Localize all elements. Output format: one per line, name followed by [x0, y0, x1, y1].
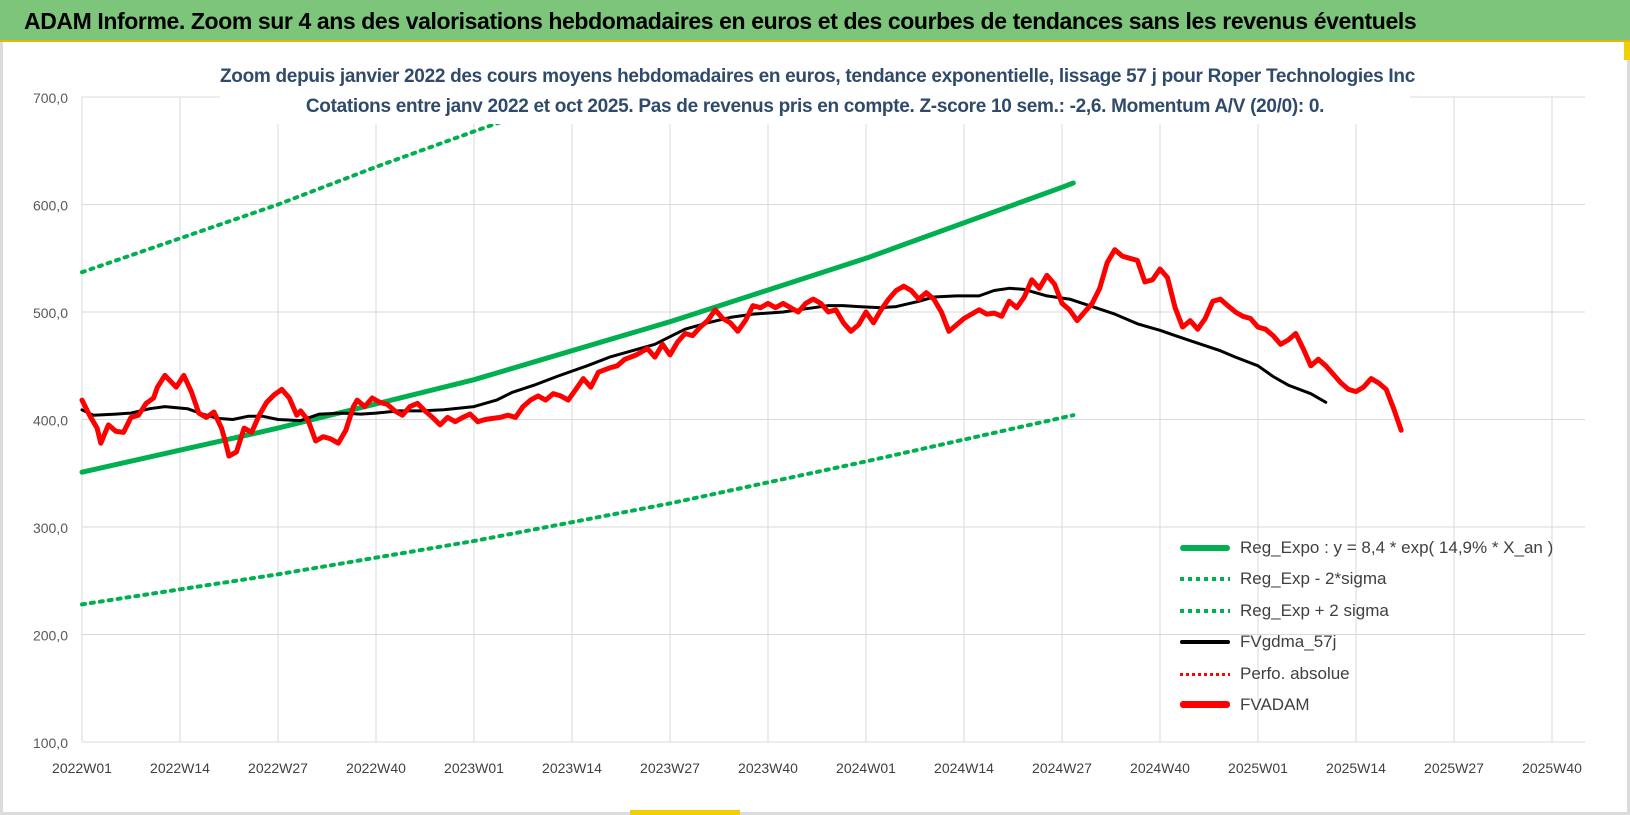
legend-swatch-fvadam	[1180, 700, 1230, 710]
series-layer	[79, 95, 1404, 607]
legend-item-perfo: Perfo. absolue	[1180, 658, 1580, 690]
x-axis-ticks: 2022W01 2022W14 2022W27 2022W40 2023W01 2023W…	[52, 760, 1582, 776]
corner-accent	[1624, 42, 1630, 60]
legend-item-fvadam: FVADAM	[1180, 690, 1580, 722]
series-line-dotted-green	[80, 413, 1076, 607]
y-tick-label: 200,0	[33, 628, 68, 644]
legend-label-fvgdma: FVgdma_57j	[1240, 632, 1337, 652]
x-tick-label: 2023W40	[738, 760, 798, 776]
y-axis-ticks: 100,0 200,0 300,0 400,0 500,0 600,0 700,0	[33, 90, 68, 751]
x-tick-label: 2022W27	[248, 760, 308, 776]
legend-label-reg-expo: Reg_Expo : y = 8,4 * exp( 14,9% * X_an )	[1240, 537, 1554, 557]
chart-title: Zoom depuis janvier 2022 des cours moyen…	[220, 66, 1415, 87]
x-tick-label: 2023W27	[640, 760, 700, 776]
x-tick-label: 2022W01	[52, 760, 112, 776]
legend-item-reg-exp-minus: Reg_Exp - 2*sigma	[1180, 564, 1580, 596]
x-tick-label: 2022W40	[346, 760, 406, 776]
chart-frame	[0, 42, 1630, 815]
legend-swatch-fvgdma	[1180, 637, 1230, 647]
x-tick-label: 2023W01	[444, 760, 504, 776]
x-tick-label: 2025W27	[1424, 760, 1484, 776]
y-tick-label: 300,0	[33, 520, 68, 536]
legend-item-reg-expo: Reg_Expo : y = 8,4 * exp( 14,9% * X_an )	[1180, 532, 1580, 564]
legend-item-reg-exp-plus: Reg_Exp + 2 sigma	[1180, 595, 1580, 627]
legend-swatch-reg-exp-plus	[1180, 606, 1230, 616]
x-tick-label: 2025W14	[1326, 760, 1386, 776]
report-banner: ADAM Informe. Zoom sur 4 ans des valoris…	[0, 0, 1630, 42]
x-tick-label: 2025W01	[1228, 760, 1288, 776]
y-tick-label: 100,0	[33, 735, 68, 751]
chart-subtitle: Cotations entre janv 2022 et oct 2025. P…	[305, 96, 1325, 117]
legend-label-reg-exp-minus: Reg_Exp - 2*sigma	[1240, 569, 1387, 589]
y-tick-label: 400,0	[33, 413, 68, 429]
bottom-accent	[630, 810, 740, 815]
report-title: ADAM Informe. Zoom sur 4 ans des valoris…	[24, 8, 1417, 34]
x-tick-label: 2024W01	[836, 760, 896, 776]
y-tick-label: 500,0	[33, 305, 68, 321]
legend-swatch-perfo	[1180, 669, 1230, 679]
x-tick-label: 2023W14	[542, 760, 602, 776]
x-tick-label: 2022W14	[150, 760, 210, 776]
chart-title-box: Zoom depuis janvier 2022 des cours moyen…	[220, 60, 1415, 124]
series-line-solid-green	[79, 180, 1076, 475]
chart-legend: Reg_Expo : y = 8,4 * exp( 14,9% * X_an )…	[1180, 532, 1580, 721]
x-tick-label: 2024W27	[1032, 760, 1092, 776]
legend-label-reg-exp-plus: Reg_Exp + 2 sigma	[1240, 600, 1389, 620]
legend-label-fvadam: FVADAM	[1240, 695, 1310, 715]
x-tick-label: 2025W40	[1522, 760, 1582, 776]
legend-label-perfo: Perfo. absolue	[1240, 663, 1350, 683]
series-line-solid-red	[79, 247, 1404, 459]
x-tick-label: 2024W14	[934, 760, 994, 776]
legend-swatch-reg-expo	[1180, 543, 1230, 553]
y-tick-label: 600,0	[33, 198, 68, 214]
y-tick-label: 700,0	[33, 90, 68, 106]
legend-item-fvgdma: FVgdma_57j	[1180, 627, 1580, 659]
legend-swatch-reg-exp-minus	[1180, 574, 1230, 584]
x-tick-label: 2024W40	[1130, 760, 1190, 776]
